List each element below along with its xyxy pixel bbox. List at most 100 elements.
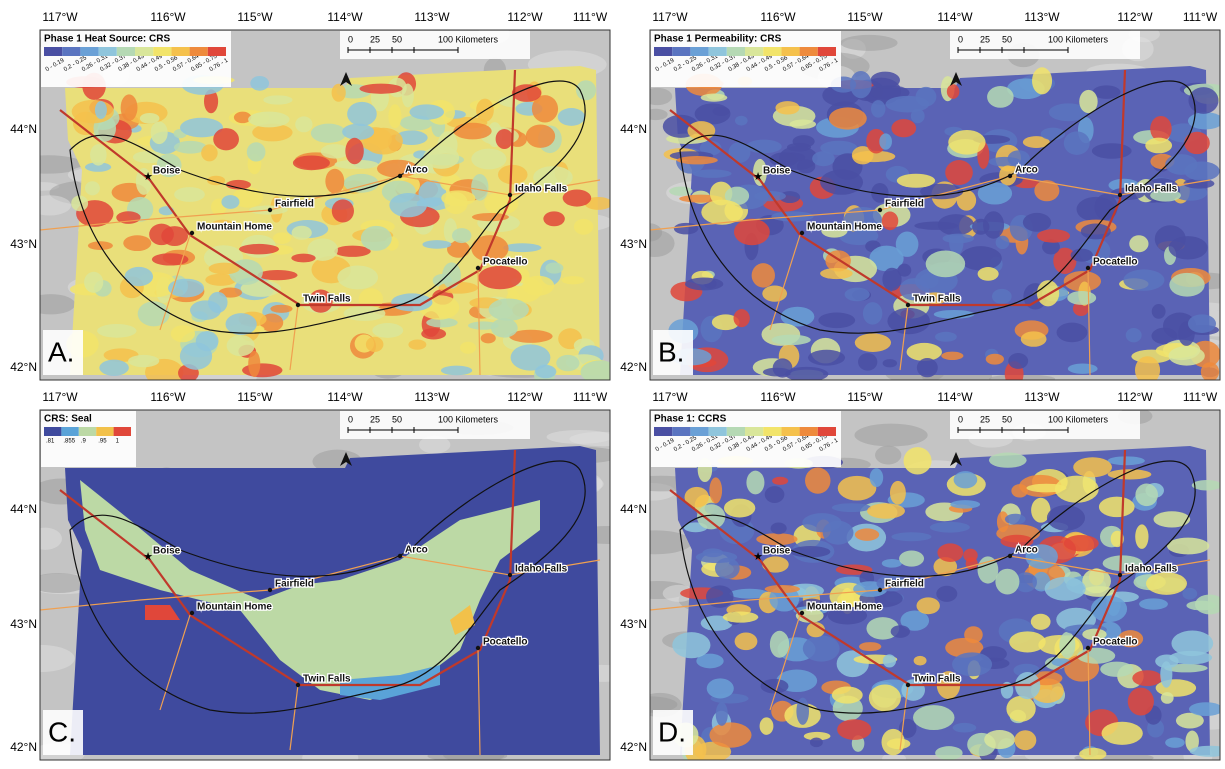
scale-box — [950, 31, 1140, 59]
raster-cell — [891, 532, 931, 541]
legend-swatch — [190, 47, 208, 56]
city-dot — [878, 208, 882, 212]
raster-cell — [871, 72, 900, 89]
city-label: Arco — [1015, 165, 1038, 176]
scale-label: 25 — [370, 34, 380, 44]
city-label: Idaho Falls — [515, 184, 568, 195]
raster-cell — [226, 313, 257, 335]
raster-cell — [291, 254, 315, 263]
raster-cell — [911, 109, 925, 124]
raster-cell — [337, 266, 378, 290]
raster-cell — [526, 124, 555, 147]
legend-swatch — [153, 47, 171, 56]
raster-cell — [1021, 331, 1047, 346]
raster-cell — [478, 266, 522, 289]
panel-title: Phase 1: CCRS — [654, 414, 727, 425]
raster-cell — [1145, 138, 1172, 154]
legend-swatch — [781, 47, 799, 56]
longitude-label: 111°W — [573, 390, 608, 404]
longitude-label: 114°W — [327, 10, 363, 24]
raster-cell — [1008, 353, 1028, 369]
scale-label: 100 Kilometers — [438, 414, 499, 424]
raster-cell — [295, 116, 312, 132]
raster-cell — [669, 187, 692, 196]
latitude-label: 43°N — [10, 237, 37, 251]
terrain — [28, 195, 71, 215]
raster-cell — [775, 101, 799, 114]
raster-cell — [422, 240, 451, 249]
raster-cell — [899, 550, 924, 566]
legend-swatch — [114, 427, 131, 436]
raster-cell — [858, 353, 877, 371]
raster-cell — [1006, 696, 1035, 722]
legend-swatch — [818, 427, 836, 436]
city-label: Fairfield — [885, 579, 924, 590]
raster-cell — [503, 243, 541, 252]
raster-cell — [1154, 511, 1191, 527]
raster-cell — [713, 107, 730, 116]
raster-cell — [870, 468, 883, 487]
raster-cell — [125, 267, 153, 286]
raster-cell — [935, 746, 963, 760]
raster-cell — [746, 471, 764, 495]
raster-cell — [345, 138, 363, 164]
legend-swatch — [672, 47, 690, 56]
raster-cell — [366, 337, 384, 352]
raster-cell — [99, 360, 129, 376]
longitude-label: 112°W — [1117, 10, 1153, 24]
legend-swatch — [654, 47, 672, 56]
raster-cell — [72, 100, 114, 124]
raster-cell — [558, 108, 585, 126]
legend-swatch — [800, 47, 818, 56]
raster-cell — [174, 187, 205, 202]
legend-swatch — [61, 427, 78, 436]
raster-cell — [535, 365, 556, 378]
raster-cell — [703, 548, 724, 557]
raster-cell — [409, 104, 444, 119]
terrain — [28, 528, 62, 550]
raster-cell — [760, 717, 774, 734]
raster-cell — [837, 650, 869, 677]
city-label: Twin Falls — [303, 294, 351, 305]
raster-cell — [128, 355, 159, 367]
raster-cell — [746, 140, 782, 154]
raster-cell — [545, 262, 563, 273]
raster-cell — [796, 698, 809, 725]
longitude-label: 115°W — [237, 10, 273, 24]
raster-cell — [293, 155, 330, 170]
page: Phase 1 Heat Source: CRS0 - 0.190.2 - 0.… — [0, 0, 1225, 769]
raster-cell — [1135, 484, 1158, 507]
raster-cell — [460, 342, 476, 354]
city-star: ★ — [753, 171, 763, 183]
raster-cell — [347, 102, 377, 126]
city-label: Twin Falls — [303, 674, 351, 685]
raster-cell — [332, 199, 354, 222]
raster-cell — [989, 453, 1027, 468]
raster-cell — [734, 309, 750, 327]
raster-cell — [845, 288, 870, 302]
legend-swatch — [745, 427, 763, 436]
raster-cell — [818, 313, 855, 329]
raster-cell — [208, 292, 228, 313]
raster-cell — [1023, 213, 1051, 232]
longitude-label: 111°W — [1183, 10, 1218, 24]
legend-swatch — [800, 427, 818, 436]
raster-cell — [674, 223, 698, 235]
raster-cell — [855, 333, 891, 352]
raster-cell — [1123, 269, 1164, 290]
raster-cell — [797, 159, 815, 173]
raster-cell — [543, 211, 564, 226]
raster-cell — [334, 246, 371, 257]
raster-cell — [954, 471, 978, 488]
raster-cell — [867, 503, 905, 518]
legend-swatch — [44, 47, 62, 56]
longitude-label: 111°W — [573, 10, 608, 24]
city-label: Arco — [1015, 545, 1038, 556]
longitude-label: 113°W — [1024, 390, 1060, 404]
city-star: ★ — [753, 551, 763, 563]
raster-cell — [332, 84, 346, 102]
city-label: Fairfield — [275, 579, 314, 590]
raster-cell — [882, 559, 902, 568]
legend-label: .855 — [63, 439, 75, 445]
panel-letter: D. — [658, 716, 686, 747]
